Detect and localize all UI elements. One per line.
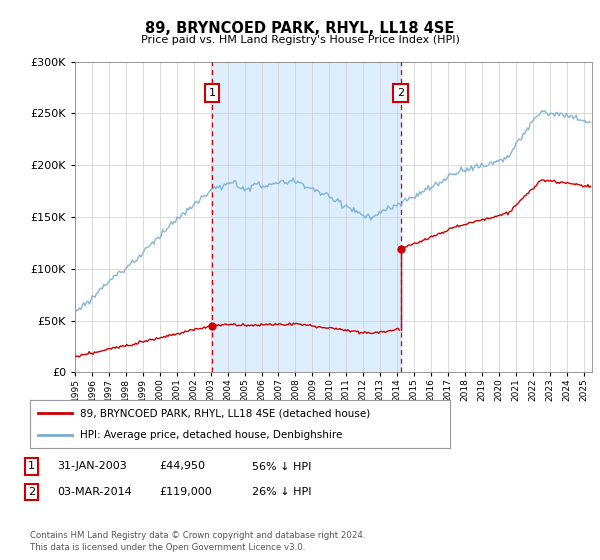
Text: 1: 1 bbox=[28, 461, 35, 472]
Text: 56% ↓ HPI: 56% ↓ HPI bbox=[252, 461, 311, 472]
Bar bbox=[212, 62, 401, 372]
Text: £119,000: £119,000 bbox=[159, 487, 212, 497]
Text: £44,950: £44,950 bbox=[159, 461, 205, 472]
Text: 1: 1 bbox=[209, 88, 215, 97]
Text: HPI: Average price, detached house, Denbighshire: HPI: Average price, detached house, Denb… bbox=[80, 430, 343, 440]
Text: This data is licensed under the Open Government Licence v3.0.: This data is licensed under the Open Gov… bbox=[30, 543, 305, 552]
Text: 89, BRYNCOED PARK, RHYL, LL18 4SE: 89, BRYNCOED PARK, RHYL, LL18 4SE bbox=[145, 21, 455, 36]
Text: 31-JAN-2003: 31-JAN-2003 bbox=[57, 461, 127, 472]
Text: 89, BRYNCOED PARK, RHYL, LL18 4SE (detached house): 89, BRYNCOED PARK, RHYL, LL18 4SE (detac… bbox=[80, 408, 371, 418]
Text: Price paid vs. HM Land Registry's House Price Index (HPI): Price paid vs. HM Land Registry's House … bbox=[140, 35, 460, 45]
Text: 2: 2 bbox=[28, 487, 35, 497]
Text: 26% ↓ HPI: 26% ↓ HPI bbox=[252, 487, 311, 497]
Text: Contains HM Land Registry data © Crown copyright and database right 2024.: Contains HM Land Registry data © Crown c… bbox=[30, 531, 365, 540]
Text: 2: 2 bbox=[397, 88, 404, 97]
Text: 03-MAR-2014: 03-MAR-2014 bbox=[57, 487, 132, 497]
